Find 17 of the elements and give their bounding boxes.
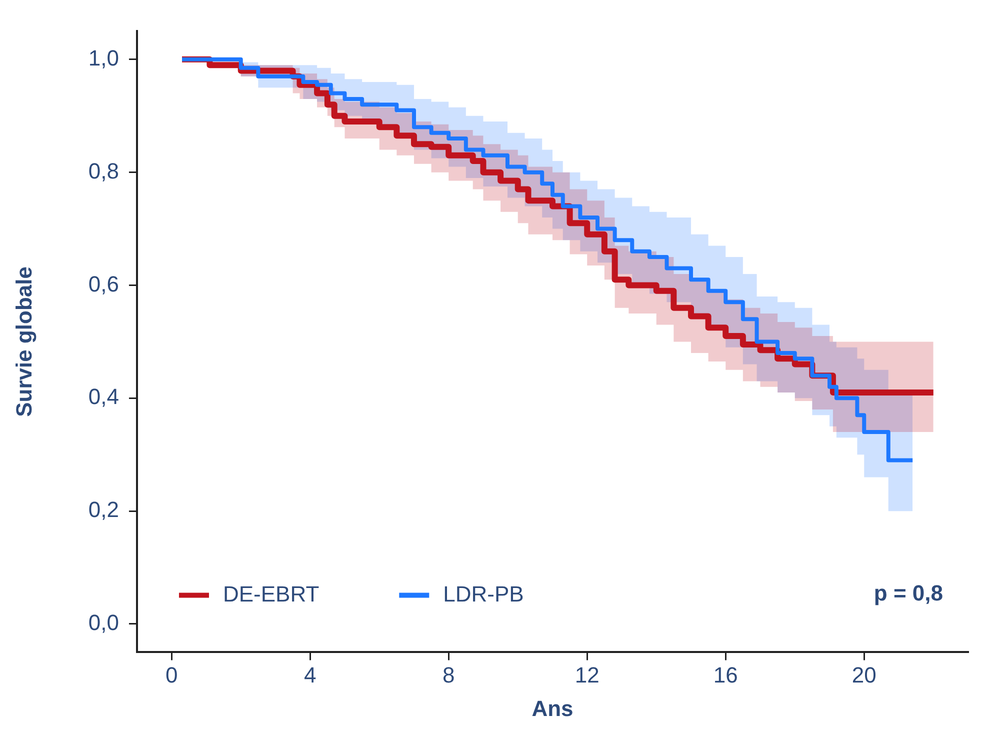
x-tick-label: 20: [852, 662, 876, 688]
x-tick-label: 12: [574, 662, 600, 688]
y-tick-label: 0,6: [88, 271, 119, 296]
annotation: p = 0,8: [874, 580, 943, 606]
x-tick-label: 0: [165, 662, 178, 688]
x-tick-label: 16: [713, 662, 738, 688]
legend-label: DE-EBRT: [222, 581, 320, 606]
y-tick-label: 0,2: [88, 497, 119, 522]
y-tick-label: 0,8: [88, 158, 119, 184]
y-axis-title: Survie globale: [11, 266, 36, 417]
y-tick-label: 1,0: [88, 45, 119, 70]
x-axis-title: Ans: [532, 696, 574, 721]
x-tick-label: 8: [442, 662, 455, 688]
y-tick-label: 0,0: [88, 610, 119, 636]
y-tick-label: 0,4: [88, 384, 119, 410]
legend-label: LDR-PB: [443, 581, 524, 606]
x-tick-label: 4: [304, 662, 316, 688]
